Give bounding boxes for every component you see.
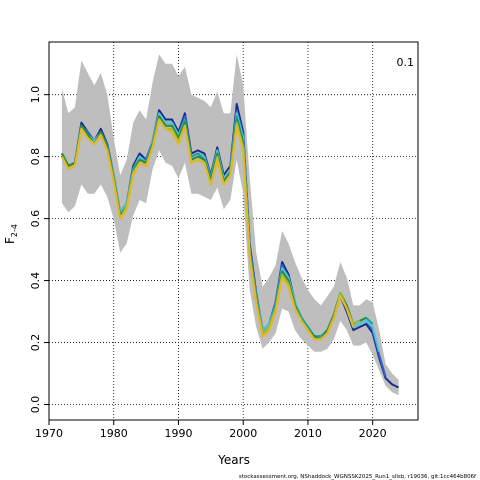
y-tick-label: 0.8 xyxy=(29,148,42,166)
y-tick-label: 1.0 xyxy=(29,86,42,104)
x-tick-label: 1980 xyxy=(100,427,128,440)
x-tick-label: 1970 xyxy=(35,427,63,440)
x-axis: 1970 1980 1990 2000 2010 2020 xyxy=(35,420,387,440)
y-tick-label: 0.6 xyxy=(29,210,42,228)
x-tick-label: 2020 xyxy=(359,427,387,440)
confidence-band xyxy=(61,54,399,396)
x-axis-title: Years xyxy=(217,453,250,467)
y-axis-title-main: F xyxy=(3,237,17,244)
x-tick-label: 2010 xyxy=(294,427,322,440)
y-tick-label: 0.4 xyxy=(29,272,42,290)
x-tick-label: 1990 xyxy=(164,427,192,440)
series-line-7 xyxy=(60,118,355,341)
y-tick-label: 0.2 xyxy=(29,334,42,352)
y-tick-label: 0.0 xyxy=(29,396,42,414)
x-tick-label: 2000 xyxy=(229,427,257,440)
footer-source: stockassessment.org, NShaddock_WGNSSK202… xyxy=(239,474,477,480)
panel-label: 0.1 xyxy=(397,56,415,69)
y-axis-title-subscript: 2-4 xyxy=(10,224,19,237)
series-lines xyxy=(60,103,400,389)
y-axis: 0.0 0.2 0.4 0.6 0.8 1.0 xyxy=(29,86,49,413)
plot-frame xyxy=(48,41,419,421)
y-axis-title: F2-4 xyxy=(3,224,19,244)
